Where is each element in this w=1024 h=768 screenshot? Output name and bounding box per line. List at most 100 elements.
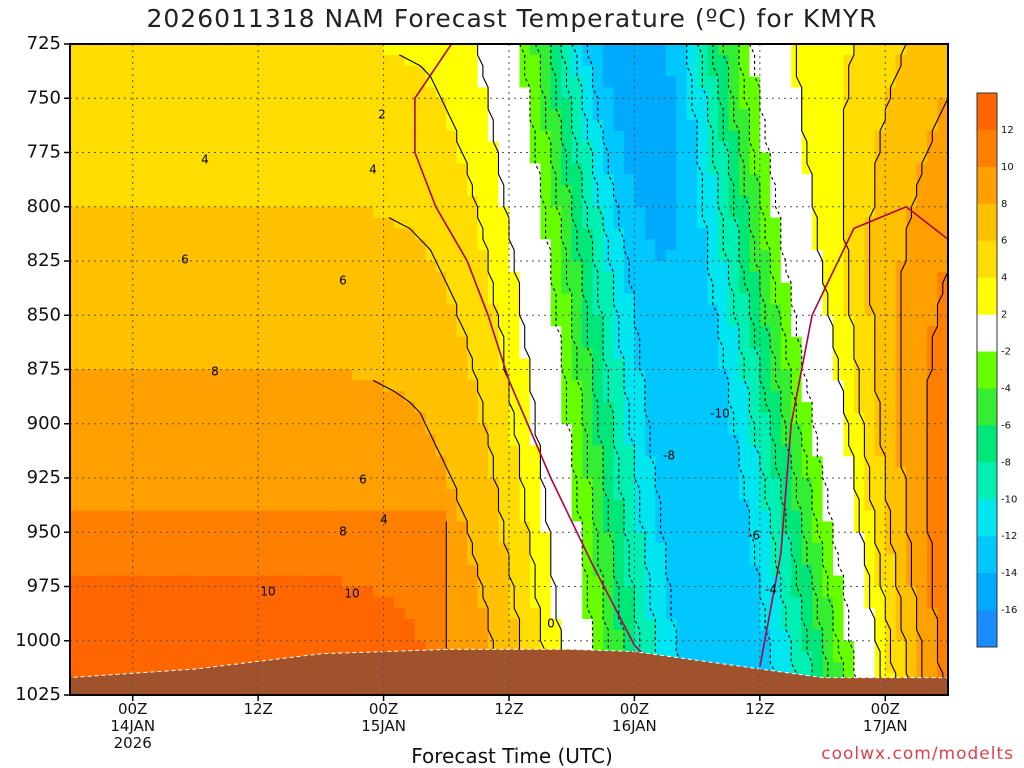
- field-cell: [174, 488, 186, 501]
- field-cell: [435, 261, 447, 273]
- field-cell: [90, 564, 102, 577]
- field-cell: [164, 575, 176, 588]
- field-cell: [603, 217, 615, 229]
- field-cell: [132, 130, 144, 143]
- field-cell: [624, 206, 636, 219]
- field-cell: [812, 434, 824, 447]
- field-cell: [571, 163, 583, 175]
- field-cell: [195, 597, 207, 609]
- field-cell: [885, 467, 897, 479]
- field-cell: [550, 293, 562, 306]
- field-cell: [488, 521, 500, 533]
- field-cell: [477, 250, 489, 262]
- field-cell: [226, 434, 238, 447]
- field-cell: [153, 141, 165, 154]
- field-cell: [352, 65, 364, 78]
- field-cell: [749, 239, 761, 251]
- field-cell: [258, 619, 270, 631]
- field-cell: [843, 575, 855, 588]
- field-cell: [237, 109, 249, 121]
- field-cell: [488, 608, 500, 620]
- field-cell: [927, 304, 939, 316]
- field-cell: [446, 261, 458, 273]
- field-cell: [446, 380, 458, 392]
- field-cell: [906, 293, 918, 306]
- field-cell: [373, 608, 385, 620]
- field-cell: [739, 467, 751, 479]
- field-cell: [634, 575, 646, 588]
- field-cell: [352, 467, 364, 479]
- field-cell: [237, 250, 249, 262]
- field-cell: [289, 543, 301, 555]
- field-cell: [770, 293, 782, 306]
- field-cell: [467, 369, 479, 381]
- field-cell: [122, 130, 134, 143]
- field-cell: [676, 44, 688, 56]
- field-cell: [697, 467, 709, 479]
- field-cell: [906, 152, 918, 164]
- field-cell: [362, 141, 374, 154]
- field-cell: [864, 629, 876, 642]
- field-cell: [707, 261, 719, 273]
- field-cell: [655, 467, 667, 479]
- field-cell: [132, 98, 144, 110]
- field-cell: [853, 54, 865, 67]
- field-cell: [801, 206, 813, 219]
- field-cell: [153, 358, 165, 371]
- field-cell: [341, 185, 353, 197]
- field-cell: [561, 380, 573, 392]
- field-cell: [791, 98, 803, 110]
- field-cell: [247, 98, 259, 110]
- field-cell: [603, 163, 615, 175]
- field-cell: [676, 217, 688, 229]
- field-cell: [885, 608, 897, 620]
- field-cell: [509, 315, 521, 327]
- field-cell: [488, 543, 500, 555]
- field-cell: [644, 44, 656, 56]
- field-cell: [456, 521, 468, 533]
- field-cell: [383, 87, 395, 99]
- field-cell: [247, 369, 259, 381]
- field-cell: [780, 217, 792, 229]
- field-cell: [70, 336, 82, 349]
- field-cell: [812, 98, 824, 110]
- field-cell: [310, 608, 322, 620]
- field-cell: [404, 87, 416, 99]
- field-cell: [174, 445, 186, 457]
- field-cell: [362, 380, 374, 392]
- field-cell: [383, 467, 395, 479]
- field-cell: [571, 293, 583, 306]
- field-cell: [916, 228, 928, 240]
- field-cell: [174, 120, 186, 132]
- field-cell: [822, 597, 834, 609]
- field-cell: [414, 76, 426, 88]
- field-cell: [655, 250, 667, 262]
- field-cell: [143, 543, 155, 555]
- field-cell: [676, 315, 688, 327]
- field-cell: [655, 619, 667, 631]
- field-cell: [362, 44, 374, 56]
- field-cell: [634, 65, 646, 78]
- field-cell: [414, 347, 426, 360]
- field-cell: [655, 608, 667, 620]
- field-cell: [874, 380, 886, 392]
- field-cell: [812, 575, 824, 588]
- field-cell: [373, 44, 385, 56]
- field-cell: [174, 304, 186, 316]
- field-cell: [498, 130, 510, 143]
- field-cell: [195, 543, 207, 555]
- field-cell: [927, 239, 939, 251]
- field-cell: [174, 651, 186, 663]
- field-cell: [195, 152, 207, 164]
- field-cell: [435, 54, 447, 67]
- field-cell: [80, 369, 92, 381]
- field-cell: [122, 326, 134, 338]
- field-cell: [864, 532, 876, 544]
- field-cell: [885, 380, 897, 392]
- field-cell: [561, 608, 573, 620]
- field-cell: [853, 293, 865, 306]
- field-cell: [770, 130, 782, 143]
- field-cell: [341, 141, 353, 154]
- field-cell: [906, 174, 918, 186]
- field-cell: [216, 54, 228, 67]
